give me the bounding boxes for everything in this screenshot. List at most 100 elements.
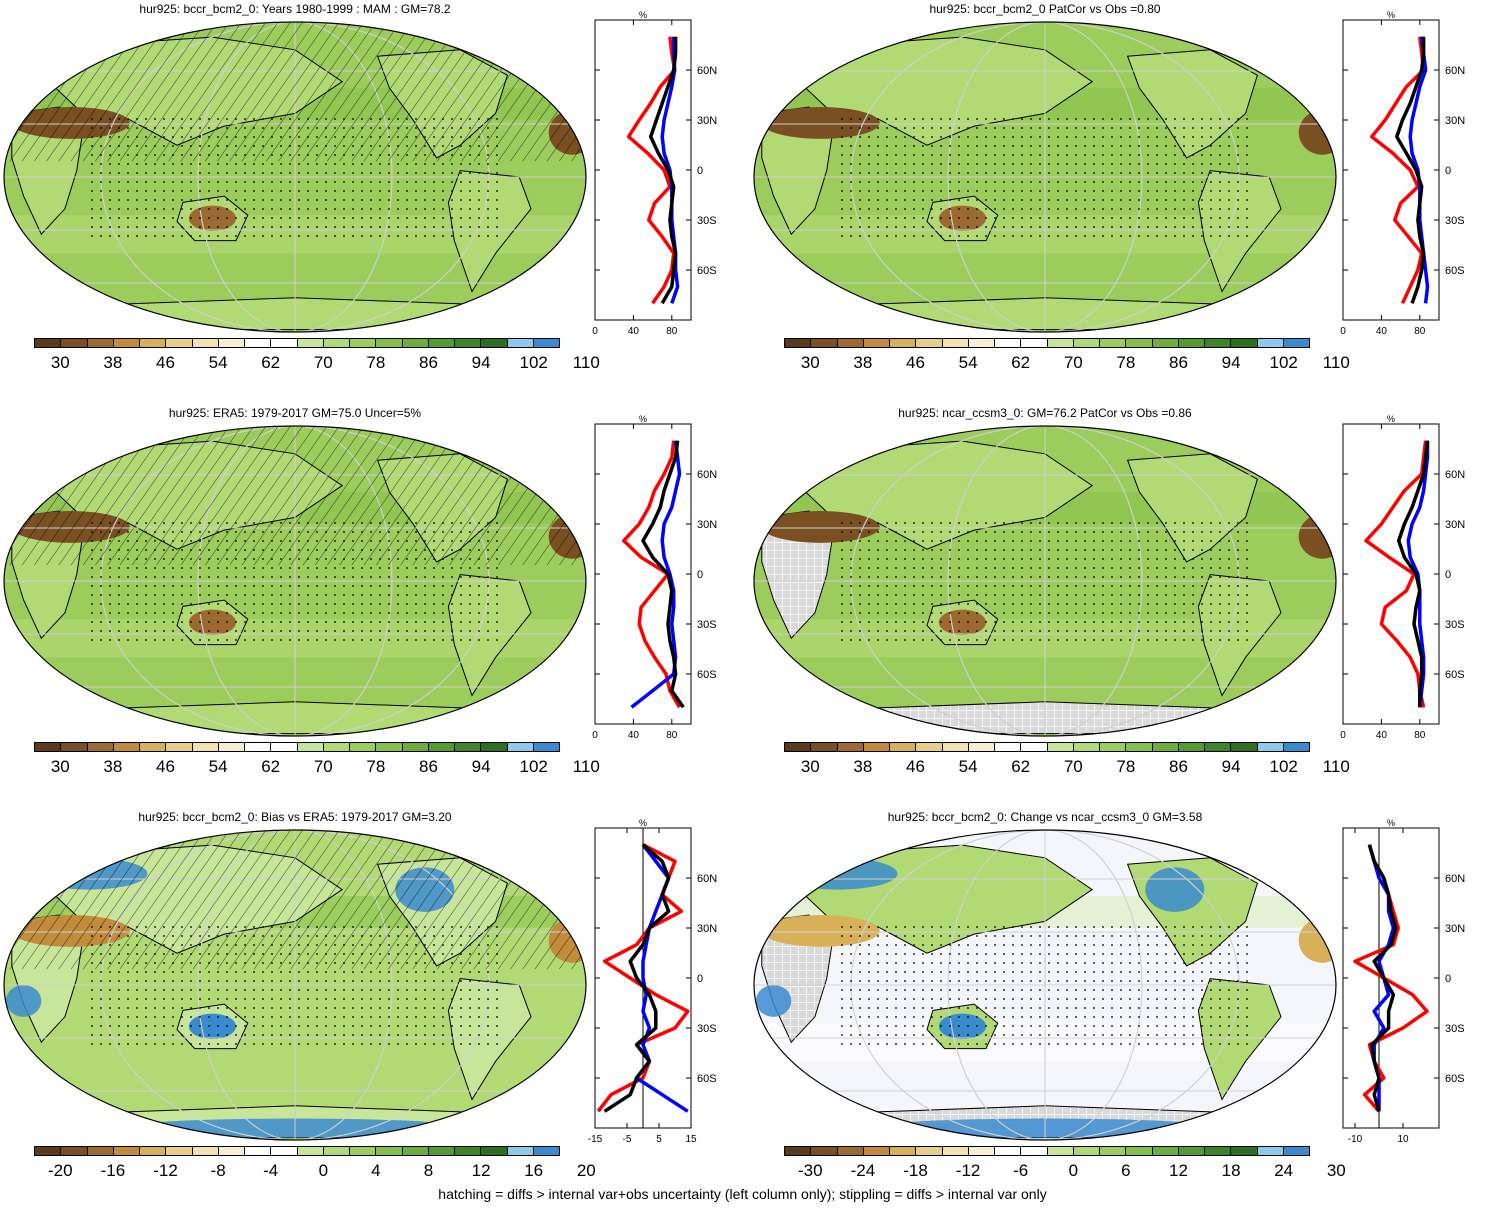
- colorbar-label: -20: [48, 1161, 73, 1180]
- zonal-profile: % -15 -5 5 15 60N 30N 0 30S 60S: [588, 818, 717, 1145]
- stippling-overlay: [88, 517, 502, 645]
- colorbar-swatch: [35, 743, 62, 751]
- colorbar-swatch: [533, 339, 559, 347]
- colorbar-swatch: [968, 743, 995, 751]
- colorbar-label: 94: [471, 757, 491, 776]
- colorbar-label: 94: [1221, 353, 1241, 372]
- map-title: hur925: ncar_ccsm3_0: GM=76.2 PatCor vs …: [898, 406, 1192, 420]
- colorbar-swatch: [1047, 743, 1074, 751]
- colorbar-label: 86: [1169, 757, 1188, 776]
- colorbar-label: 54: [208, 757, 228, 776]
- colorbar-swatch: [785, 1147, 812, 1155]
- colorbar-swatch: [350, 339, 377, 347]
- x-tick-label: 40: [1376, 730, 1388, 741]
- colorbar-label: 54: [958, 757, 978, 776]
- profile-unit-label: %: [1387, 414, 1395, 424]
- colorbar-swatch: [837, 339, 864, 347]
- colorbar-swatch: [890, 1147, 917, 1155]
- map-title: hur925: bccr_bcm2_0 PatCor vs Obs =0.80: [929, 2, 1161, 16]
- profile-frame: [1342, 827, 1440, 1129]
- y-tick-label: 0: [1445, 569, 1451, 581]
- colorbar-swatch: [942, 743, 969, 751]
- y-tick-label: 60S: [1445, 265, 1465, 277]
- colorbar-swatch: [785, 339, 812, 347]
- colorbar-swatch: [1178, 743, 1205, 751]
- colorbar-swatch: [297, 743, 324, 751]
- y-tick-label: 60S: [1445, 669, 1465, 681]
- x-tick-label: 0: [592, 730, 598, 741]
- y-tick-label: 30N: [1445, 519, 1465, 531]
- colorbar-swatch: [271, 743, 298, 751]
- colorbar-swatch: [140, 1147, 167, 1155]
- y-tick-label: 60N: [697, 469, 717, 481]
- colorbar-swatch: [87, 339, 114, 347]
- colorbar-swatch: [811, 339, 838, 347]
- colorbar-label: 62: [1011, 353, 1031, 372]
- colorbar-swatch: [297, 339, 324, 347]
- colorbar-label: 62: [261, 757, 281, 776]
- colorbar-swatch: [481, 743, 508, 751]
- colorbar-swatch: [428, 1147, 455, 1155]
- colorbar-swatch: [35, 1147, 62, 1155]
- colorbar-swatch: [1152, 1147, 1179, 1155]
- colorbar-swatch: [890, 339, 917, 347]
- stippling-overlay: [838, 113, 1252, 241]
- colorbar-swatch: [1152, 743, 1179, 751]
- world-map: [753, 21, 1337, 333]
- colorbar-label: 46: [156, 353, 175, 372]
- colorbar-swatch: [1231, 1147, 1258, 1155]
- colorbar-swatch: [166, 743, 193, 751]
- x-tick-label: 15: [685, 1134, 697, 1145]
- colorbar-label: 12: [1169, 1161, 1188, 1180]
- y-tick-label: 30S: [1445, 1023, 1465, 1035]
- y-tick-label: 60N: [1445, 873, 1465, 885]
- colorbar-swatch: [1021, 1147, 1048, 1155]
- colorbar-label: 0: [318, 1161, 329, 1180]
- colorbar-swatch: [1231, 339, 1258, 347]
- moist-anomaly: [1145, 867, 1205, 912]
- x-tick-label: -15: [588, 1134, 603, 1145]
- colorbar-swatch: [218, 339, 245, 347]
- colorbar-swatch: [1100, 743, 1127, 751]
- moist-anomaly: [5, 985, 42, 1017]
- colorbar-label: 110: [1322, 353, 1350, 372]
- x-tick-label: 80: [1414, 326, 1426, 337]
- colorbar-swatch: [192, 1147, 219, 1155]
- y-tick-label: 0: [1445, 973, 1451, 985]
- y-tick-label: 60N: [697, 65, 717, 77]
- colorbar-swatch: [481, 339, 508, 347]
- colorbar-swatch: [1283, 339, 1309, 347]
- colorbar-label: 18: [1221, 1161, 1241, 1180]
- colorbar-swatch: [402, 1147, 429, 1155]
- colorbar-swatch: [376, 743, 403, 751]
- map-outline: [753, 425, 1337, 737]
- colorbar-label: -12: [153, 1161, 178, 1180]
- colorbar-label: -6: [1013, 1161, 1029, 1180]
- zonal-profile: % 0 40 80 60N 30N 0 30S 60S: [592, 414, 717, 741]
- x-tick-label: 40: [1376, 326, 1388, 337]
- moist-anomaly: [755, 985, 792, 1017]
- colorbar-swatch: [1257, 339, 1284, 347]
- y-tick-label: 30N: [1445, 923, 1465, 935]
- colorbar-swatch: [323, 339, 350, 347]
- colorbar: [784, 1146, 1310, 1156]
- colorbar: [34, 742, 560, 752]
- colorbar-label: 30: [800, 353, 820, 372]
- colorbar-label: 38: [853, 353, 873, 372]
- x-tick-label: 40: [628, 730, 640, 741]
- colorbar-swatch: [1047, 339, 1074, 347]
- colorbar-label: 30: [800, 757, 820, 776]
- colorbar-swatch: [402, 743, 429, 751]
- y-tick-label: 30S: [697, 1023, 717, 1035]
- x-tick-label: 10: [1397, 1134, 1409, 1145]
- colorbar-label: 110: [572, 757, 600, 776]
- colorbar-label: 110: [1322, 757, 1350, 776]
- y-tick-label: 30S: [1445, 215, 1465, 227]
- x-tick-label: 80: [666, 730, 678, 741]
- colorbar-swatch: [785, 743, 812, 751]
- colorbar-label: 86: [1169, 353, 1188, 372]
- colorbar-label: 54: [958, 353, 978, 372]
- y-tick-label: 30N: [697, 115, 717, 127]
- colorbar-label: 102: [519, 353, 548, 372]
- profile-unit-label: %: [1387, 10, 1395, 20]
